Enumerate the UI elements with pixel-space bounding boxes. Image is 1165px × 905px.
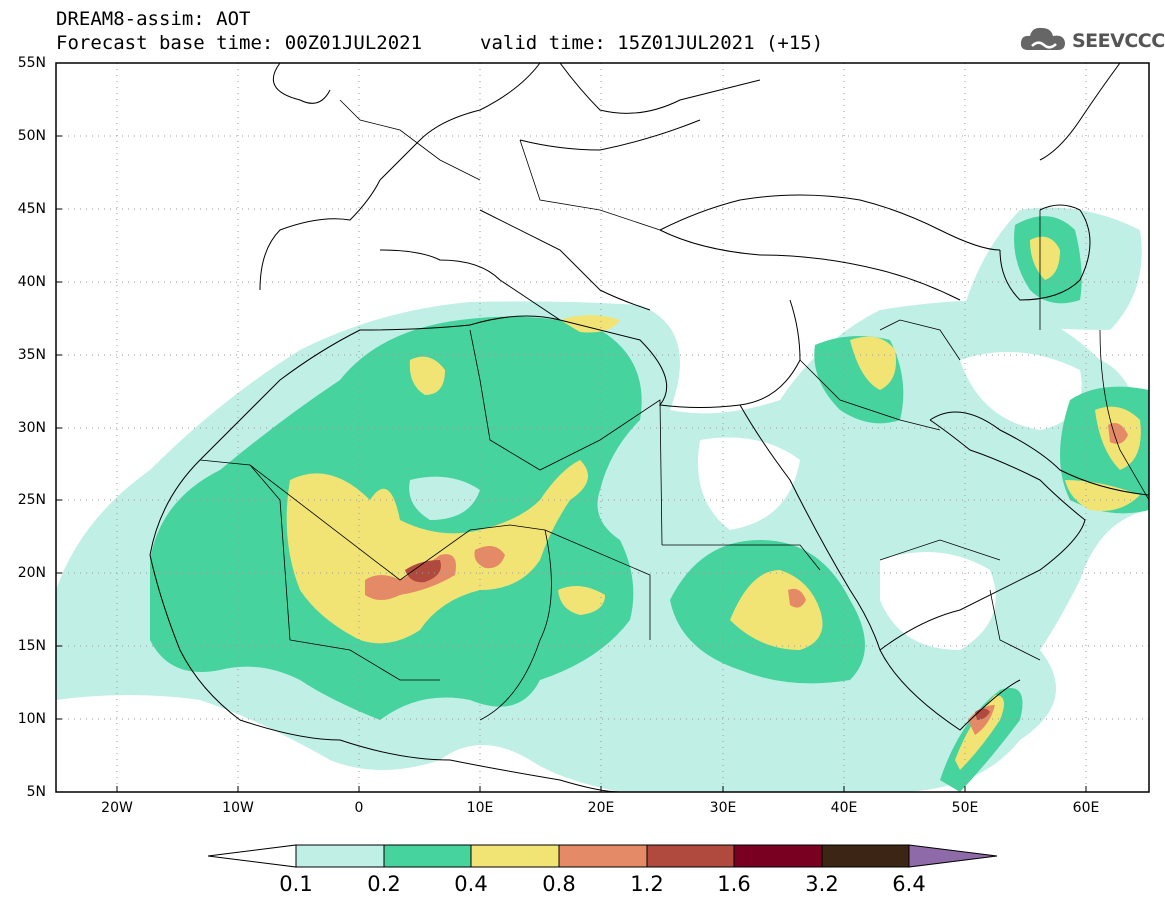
lon-label: 20W [101, 800, 133, 816]
lon-label: 10W [222, 800, 254, 816]
lat-label: 50N [17, 128, 46, 144]
seevccc-logo: SEEVCCC [1018, 22, 1165, 58]
colorbar-segment [470, 844, 560, 868]
aot-contour-0.4-sudan [730, 570, 823, 650]
lat-label: 30N [17, 420, 46, 436]
colorbar-label: 6.4 [892, 872, 926, 896]
aot-gap [960, 352, 1082, 430]
colorbar-label: 0.2 [367, 872, 401, 896]
aot-contour-0.4-libya [560, 315, 620, 333]
colorbar-segment [295, 844, 385, 868]
lat-label: 45N [17, 201, 46, 217]
lat-label: 40N [17, 274, 46, 290]
aot-contour-0.4-tunisia [409, 356, 445, 395]
lat-label: 15N [17, 638, 46, 654]
lon-label: 40E [830, 800, 858, 816]
cloud-icon [1020, 27, 1065, 50]
aot-field [56, 207, 1149, 792]
lon-label: 30E [709, 800, 737, 816]
lon-label: 50E [951, 800, 979, 816]
valid-time-label: valid time: 15Z01JUL2021 (+15) [480, 32, 824, 54]
logo-text: SEEVCCC [1072, 30, 1165, 52]
aot-contour-0.4-chad [558, 586, 605, 615]
aot-contour-0.8-niger [474, 546, 505, 569]
lat-label: 20N [17, 565, 46, 581]
lat-label: 10N [17, 711, 46, 727]
gridlines [56, 63, 1149, 792]
colorbar [207, 844, 998, 868]
borders [199, 99, 1149, 721]
lon-label: 20E [587, 800, 615, 816]
aot-gap [698, 437, 800, 530]
model-title: DREAM8-assim: AOT [56, 8, 251, 30]
base-time-label: Forecast base time: 00Z01JUL2021 [56, 32, 423, 54]
lon-label: 10E [466, 800, 494, 816]
aot-contour-0.4 [286, 460, 588, 644]
aot-contour-0.4-iraq [850, 336, 896, 390]
colorbar-label: 1.2 [630, 872, 664, 896]
colorbar-segment [821, 844, 910, 868]
aot-contour-0.8-sudan [788, 588, 806, 608]
colorbar-label: 3.2 [805, 872, 839, 896]
aot-contour-1.2 [405, 560, 441, 583]
colorbar-segment [558, 844, 648, 868]
colorbar-label: 0.4 [454, 872, 488, 896]
lon-label: 0 [354, 800, 364, 816]
aot-contour-0.4-caspian [1030, 236, 1060, 280]
colorbar-label: 0.8 [542, 872, 576, 896]
colorbar-segment [383, 844, 472, 868]
lat-label: 5N [26, 784, 46, 800]
lat-label: 25N [17, 492, 46, 508]
colorbar-lower-arrow [207, 844, 297, 868]
colorbar-upper-arrow [908, 844, 998, 868]
colorbar-segment [646, 844, 735, 868]
colorbar-label: 0.1 [279, 872, 313, 896]
aot-gap [880, 552, 996, 650]
lat-label: 35N [17, 347, 46, 363]
lat-label: 55N [17, 55, 46, 71]
colorbar-label: 1.6 [717, 872, 751, 896]
coastlines [149, 63, 1149, 792]
aot-gap [409, 476, 480, 520]
lon-label: 60E [1072, 800, 1100, 816]
colorbar-segment [733, 844, 823, 868]
aot-contour-0.4-gulf [1065, 480, 1140, 511]
axis-ticks [56, 135, 1087, 792]
